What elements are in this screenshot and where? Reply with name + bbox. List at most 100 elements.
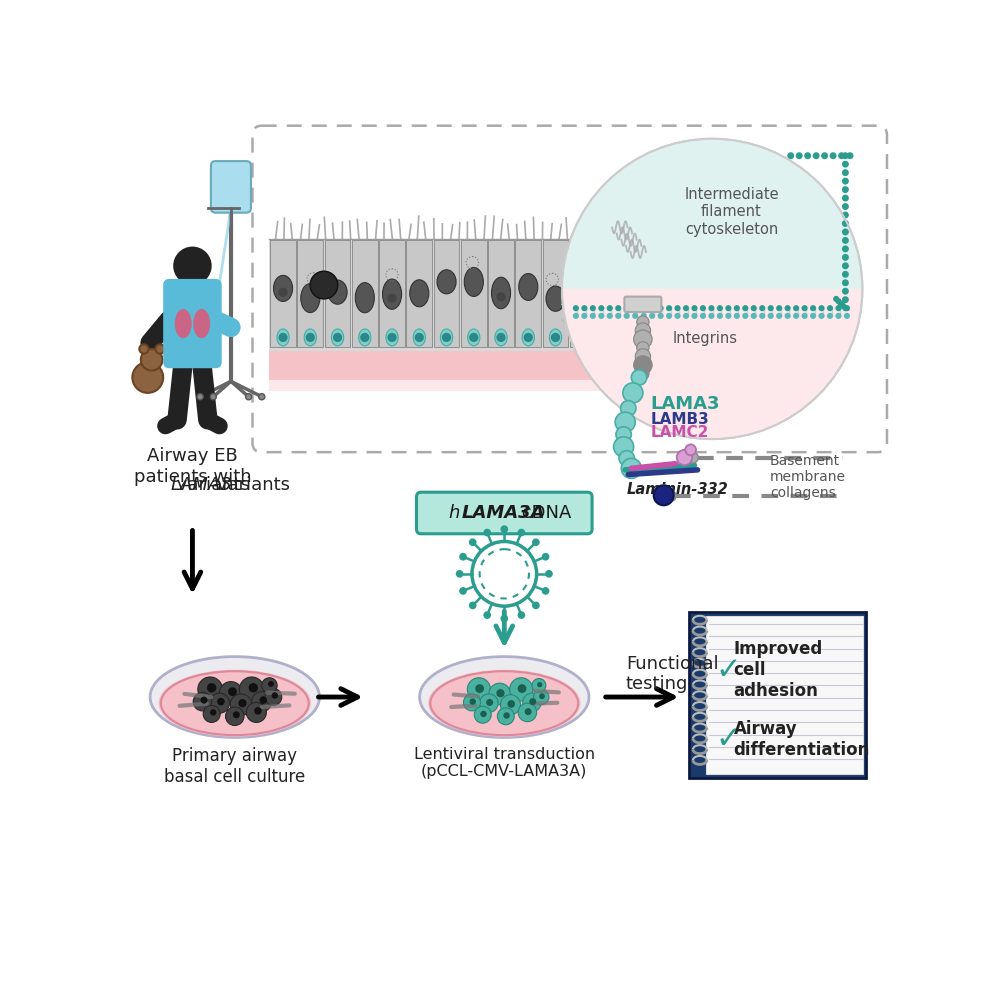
Circle shape [230,694,252,715]
Circle shape [687,452,698,463]
Circle shape [685,444,696,455]
Circle shape [842,169,849,176]
Circle shape [463,694,480,711]
Wedge shape [563,139,862,289]
Circle shape [203,705,220,722]
Ellipse shape [277,329,289,346]
Bar [543,240,569,348]
Circle shape [279,288,288,297]
Text: variants: variants [171,476,250,494]
Circle shape [802,313,808,319]
Circle shape [691,305,697,312]
Circle shape [842,228,849,235]
Circle shape [480,549,529,599]
Ellipse shape [550,329,562,346]
Circle shape [387,333,396,342]
Ellipse shape [385,329,398,346]
Circle shape [459,587,467,595]
Circle shape [717,305,723,312]
Circle shape [821,152,828,159]
Circle shape [497,708,514,725]
Circle shape [140,349,162,371]
FancyBboxPatch shape [253,125,887,452]
Ellipse shape [601,288,620,318]
Circle shape [633,356,652,374]
Circle shape [725,313,731,319]
Ellipse shape [519,274,538,301]
Circle shape [442,333,451,342]
FancyBboxPatch shape [211,161,251,213]
Circle shape [787,152,794,159]
Circle shape [636,342,649,354]
Circle shape [252,691,272,712]
Circle shape [836,305,842,312]
Text: ✓: ✓ [715,655,741,684]
Circle shape [776,305,782,312]
Circle shape [810,305,816,312]
Circle shape [361,333,370,342]
Bar [379,240,405,348]
Circle shape [529,698,536,705]
Circle shape [708,305,714,312]
Bar [433,240,459,348]
Circle shape [139,345,148,354]
Circle shape [483,612,491,619]
Circle shape [666,305,672,312]
Circle shape [456,570,463,578]
Circle shape [843,305,849,312]
Circle shape [620,450,634,466]
Circle shape [590,313,596,319]
Ellipse shape [356,283,374,313]
Circle shape [198,677,222,701]
Bar [270,379,623,391]
Circle shape [414,333,424,342]
Ellipse shape [359,329,371,346]
Circle shape [228,687,237,696]
Circle shape [525,708,532,715]
Text: Laminin-332: Laminin-332 [626,482,728,497]
Bar [270,351,623,379]
Circle shape [217,698,225,705]
Circle shape [827,305,833,312]
Circle shape [842,194,849,201]
Circle shape [842,177,849,184]
Ellipse shape [304,329,317,346]
Circle shape [657,305,663,312]
Circle shape [842,262,849,269]
Circle shape [616,426,631,442]
Text: Airway EB
patients with: Airway EB patients with [133,447,251,506]
Circle shape [483,529,491,537]
Circle shape [717,313,723,319]
Circle shape [551,333,560,342]
Circle shape [599,313,605,319]
Circle shape [260,696,267,704]
Circle shape [480,694,498,712]
Bar [270,239,623,351]
Circle shape [708,313,714,319]
Circle shape [785,305,791,312]
Circle shape [507,700,515,708]
Circle shape [474,706,491,723]
Circle shape [197,393,203,399]
Circle shape [523,693,541,712]
Circle shape [472,542,537,607]
Circle shape [590,305,596,312]
Text: Primary airway
basal cell culture: Primary airway basal cell culture [164,747,306,786]
Bar [488,240,514,348]
Ellipse shape [577,329,589,346]
Ellipse shape [491,277,511,309]
FancyBboxPatch shape [624,297,661,312]
Circle shape [631,370,646,385]
Bar [570,240,596,348]
Circle shape [573,313,579,319]
Circle shape [607,313,613,319]
Circle shape [606,333,615,342]
Circle shape [510,677,533,701]
Wedge shape [563,289,862,438]
Circle shape [768,305,774,312]
Circle shape [653,485,673,505]
Text: LAMA3: LAMA3 [650,395,720,413]
Ellipse shape [382,279,401,310]
Circle shape [842,254,849,261]
Circle shape [573,305,579,312]
